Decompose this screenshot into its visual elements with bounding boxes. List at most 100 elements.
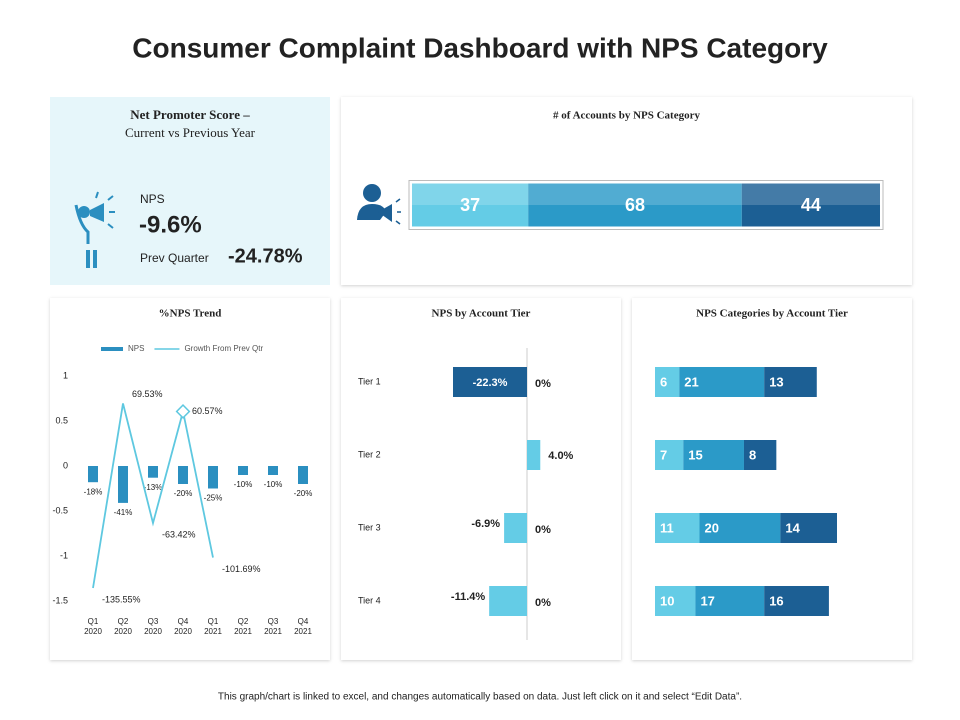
- bar-highlight: [412, 183, 529, 205]
- data-label: -22.3%: [473, 377, 508, 389]
- x-tick-label-box: Q4 2021: [294, 617, 312, 636]
- bar-segment: [764, 367, 817, 397]
- chart-title: %NPS Trend: [159, 308, 222, 320]
- data-label: 60.57%: [192, 406, 223, 416]
- bar: [208, 466, 218, 489]
- data-label: -10%: [264, 480, 283, 489]
- x-tick-label-box: Q3 2021: [264, 617, 282, 636]
- x-tick-label: Q4 2020: [174, 617, 192, 636]
- data-label: 21: [684, 374, 698, 389]
- bar-segment: [741, 183, 880, 227]
- bar-segment: [528, 183, 742, 227]
- y-tick-label: -0.5: [52, 505, 68, 515]
- x-tick-label: Q3 2020: [144, 617, 162, 636]
- kpi-prev-label: Prev Quarter: [140, 251, 209, 265]
- kpi-label: NPS: [140, 192, 165, 206]
- line: [92, 403, 214, 589]
- data-label: 14: [785, 520, 800, 535]
- bar-segment: [679, 367, 765, 397]
- y-tick-label: Tier 3: [358, 522, 381, 532]
- data-label: 37: [460, 195, 480, 215]
- data-label: 44: [801, 195, 821, 215]
- data-label: -41%: [114, 508, 133, 517]
- chart-title: # of Accounts by NPS Category: [553, 110, 700, 122]
- x-tick-label-box: Q2 2020: [114, 617, 132, 636]
- bar: [268, 466, 278, 475]
- data-label: 4.0%: [548, 450, 573, 462]
- bar: [148, 466, 158, 478]
- bar-segment: [655, 440, 684, 470]
- x-tick-label-box: Q2 2021: [234, 617, 252, 636]
- bar-segment: [412, 183, 529, 227]
- data-label: -6.9%: [471, 518, 500, 530]
- kpi-prev-value: -24.78%: [228, 245, 303, 267]
- data-label: 0%: [535, 524, 551, 536]
- data-label: -20%: [174, 489, 193, 498]
- data-label: 0%: [535, 378, 551, 390]
- kpi-title: Net Promoter Score –: [130, 107, 250, 122]
- bar-segment: [655, 367, 680, 397]
- data-label: -11.4%: [451, 591, 485, 603]
- x-tick-label-box: Q1 2020: [84, 617, 102, 636]
- data-label: 10: [660, 593, 674, 608]
- megaphone-icon: [74, 191, 115, 268]
- x-tick-label: Q2 2020: [114, 617, 132, 636]
- y-tick-label: -1: [60, 550, 68, 560]
- x-tick-label: Q1 2020: [84, 617, 102, 636]
- bar-segment: [743, 440, 777, 470]
- bar: [178, 466, 188, 484]
- data-label: -135.55%: [102, 594, 141, 604]
- bar: [88, 466, 98, 483]
- data-label: 0%: [535, 597, 551, 609]
- x-tick-label-box: Q4 2020: [174, 617, 192, 636]
- bar: [527, 440, 541, 470]
- y-tick-label: 0.5: [55, 415, 68, 425]
- data-label: -20%: [294, 489, 313, 498]
- bar-highlight: [741, 183, 880, 205]
- chart-title: NPS Categories by Account Tier: [696, 308, 848, 320]
- legend-swatch: [101, 347, 123, 351]
- y-tick-label: -1.5: [52, 595, 68, 605]
- data-label: 8: [749, 447, 756, 462]
- data-label: 17: [700, 593, 714, 608]
- data-label: -25%: [204, 494, 223, 503]
- bar: [118, 466, 128, 503]
- x-tick-label: Q4 2021: [294, 617, 312, 636]
- chart-title: NPS by Account Tier: [432, 308, 531, 320]
- data-label: 16: [769, 593, 783, 608]
- y-tick-label: Tier 1: [358, 376, 381, 386]
- data-label: -63.42%: [162, 529, 196, 539]
- panel: [341, 298, 621, 660]
- data-label: 7: [660, 447, 667, 462]
- data-label: 15: [688, 447, 702, 462]
- y-tick-label: Tier 2: [358, 449, 381, 459]
- x-tick-label-box: Q1 2021: [204, 617, 222, 636]
- point-marker: [175, 404, 191, 419]
- data-label: 69.53%: [132, 389, 163, 399]
- bar-segment: [699, 513, 781, 543]
- page-title: Consumer Complaint Dashboard with NPS Ca…: [132, 32, 828, 63]
- bar: [489, 586, 527, 616]
- bar: [238, 466, 248, 475]
- kpi-value: -9.6%: [139, 211, 202, 238]
- customer-icon: [357, 184, 401, 225]
- footer-note: This graph/chart is linked to excel, and…: [218, 692, 742, 703]
- data-label: -10%: [234, 480, 253, 489]
- bar-segment: [655, 513, 700, 543]
- data-label: 11: [660, 520, 674, 535]
- y-tick-label: 1: [63, 370, 68, 380]
- bar-segment: [764, 586, 829, 616]
- data-label: 6: [660, 374, 667, 389]
- kpi-subtitle: Current vs Previous Year: [125, 125, 256, 140]
- bar-segment: [683, 440, 744, 470]
- x-tick-label: Q3 2021: [264, 617, 282, 636]
- bar-segment: [780, 513, 837, 543]
- data-label: 20: [704, 520, 718, 535]
- legend-label: NPS: [128, 344, 144, 353]
- bar-outline: [408, 180, 884, 230]
- data-label: 13: [769, 374, 783, 389]
- x-tick-label: Q1 2021: [204, 617, 222, 636]
- legend-label: Growth From Prev Qtr: [184, 344, 263, 353]
